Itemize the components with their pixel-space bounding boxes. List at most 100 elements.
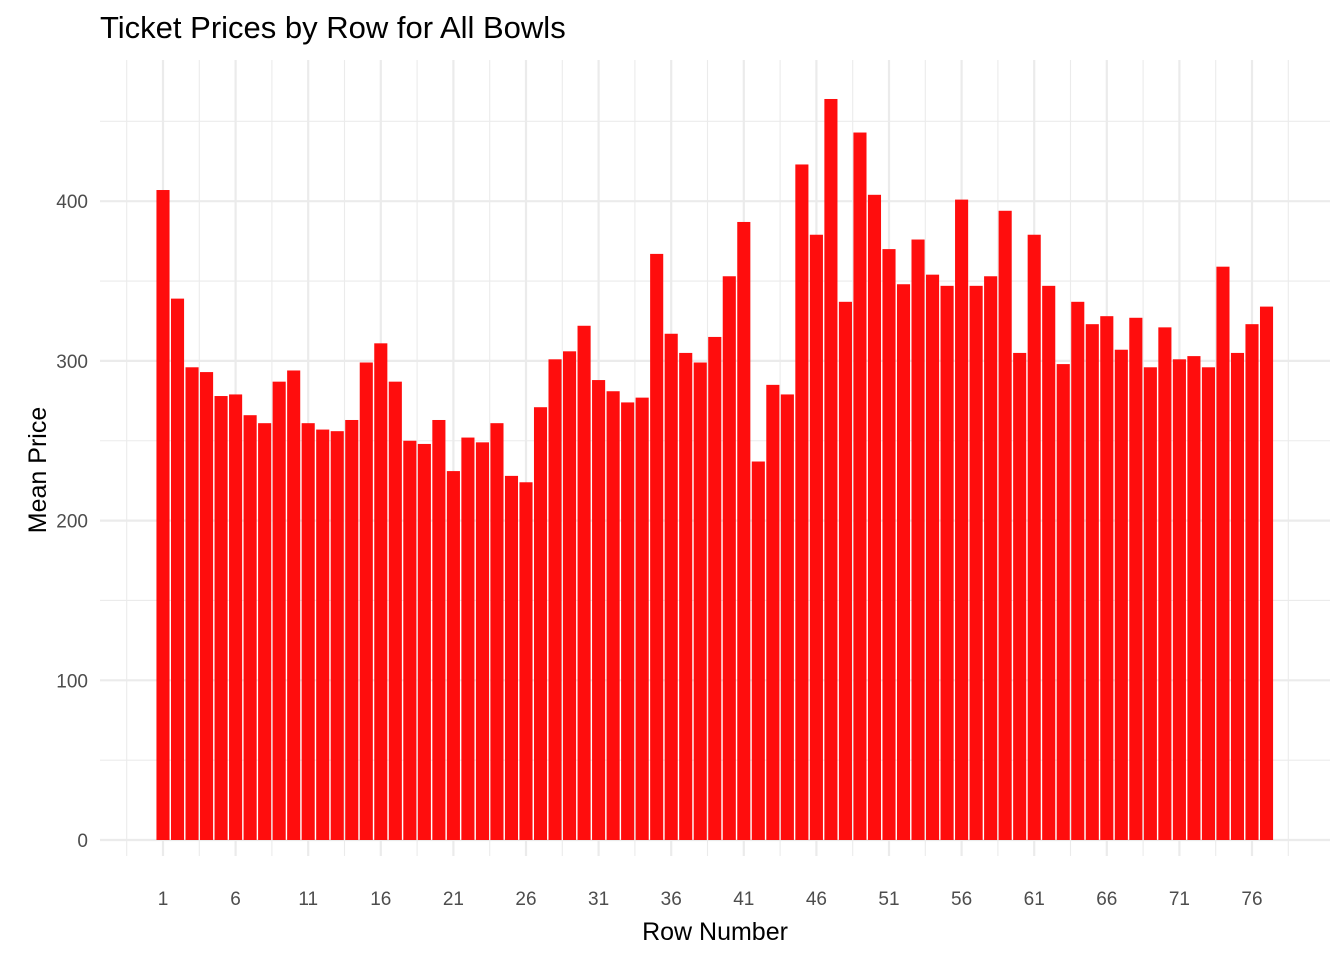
bar-row-38 [693,362,707,840]
bar-row-46 [809,234,823,841]
bar-row-33 [621,402,635,840]
bar-row-50 [867,194,882,840]
bar-row-77 [1259,306,1274,841]
bar-row-56 [955,199,969,841]
bar-row-7 [243,415,257,840]
bar-row-26 [519,482,533,840]
bar-row-20 [432,419,446,840]
bar-row-71 [1172,359,1186,840]
bar-row-64 [1071,301,1085,840]
bar-row-45 [795,164,809,841]
bar-row-44 [780,394,794,840]
bar-row-32 [606,391,620,840]
bar-row-37 [679,352,693,840]
bar-row-12 [316,429,330,840]
bar-row-65 [1085,324,1099,840]
chart-title: Ticket Prices by Row for All Bowls [100,10,566,45]
bar-row-55 [940,285,954,841]
bar-row-22 [461,437,475,840]
bar-row-15 [359,362,373,840]
bar-row-39 [708,336,722,840]
x-axis-ticks: 1 6 11 16 21 26 31 36 41 46 51 56 61 66 71 76 [158,889,1263,910]
bar-row-35 [650,253,664,840]
bar-row-40 [722,276,736,840]
x-axis-title: Row Number [642,918,788,946]
x-tick-label: 16 [370,889,391,910]
bar-row-8 [258,423,272,840]
x-tick-label: 21 [443,889,464,910]
y-axis-title: Mean Price [24,407,52,533]
x-tick-label: 56 [951,889,972,910]
x-tick-label: 11 [298,889,318,910]
y-tick-label: 100 [56,671,88,692]
bar-row-6 [229,394,243,840]
bar-row-76 [1245,324,1259,840]
bar-row-48 [838,301,852,840]
bar-row-53 [911,239,925,840]
bar-row-29 [563,351,577,840]
x-tick-label: 36 [661,889,682,910]
bar-row-75 [1230,352,1245,840]
bar-row-4 [200,372,214,840]
x-tick-label: 26 [515,889,536,910]
bar-row-27 [533,407,548,840]
y-tick-label: 200 [56,512,88,533]
bar-row-13 [330,431,344,840]
bar-row-34 [635,397,649,840]
bar-row-63 [1056,364,1070,840]
bar-row-24 [490,423,504,840]
bar-row-61 [1027,234,1041,841]
x-tick-label: 76 [1241,889,1262,910]
bar-row-74 [1216,266,1230,840]
bar-row-73 [1201,367,1215,840]
bar-row-10 [287,370,301,840]
x-tick-label: 46 [806,889,827,910]
bar-row-17 [388,381,402,840]
bar-row-30 [577,325,591,840]
bar-row-51 [882,249,896,841]
grid-lines [100,60,1330,856]
bar-row-5 [214,396,228,840]
bar-row-68 [1129,317,1143,840]
bar-row-1 [156,190,170,840]
bar-row-23 [475,442,489,840]
x-tick-label: 66 [1096,889,1117,910]
bar-row-60 [1013,352,1027,840]
y-tick-label: 400 [56,192,88,213]
bar-row-66 [1100,316,1114,840]
x-tick-label: 31 [588,889,609,910]
bar-row-70 [1158,327,1172,840]
x-tick-label: 51 [878,889,899,910]
bar-row-36 [664,333,678,840]
bar-row-59 [998,210,1012,840]
bar-row-25 [504,475,519,840]
bar-row-62 [1042,285,1056,841]
bar-row-69 [1143,367,1157,840]
bar-row-41 [737,221,751,840]
bar-row-9 [272,381,286,840]
bar-row-72 [1187,356,1201,840]
x-tick-label: 6 [230,889,241,910]
x-tick-label: 61 [1024,889,1045,910]
bar-row-42 [751,461,765,840]
bar-row-57 [969,285,983,841]
x-tick-label: 41 [733,889,754,910]
y-axis-ticks: 0 100 200 300 400 [56,192,88,852]
bar-row-54 [926,274,940,840]
bar-row-2 [170,298,185,840]
bar-row-52 [896,284,911,840]
bar-row-21 [446,471,460,840]
y-tick-label: 300 [56,352,88,373]
x-tick-label: 71 [1169,889,1190,910]
bar-row-18 [403,440,417,840]
y-tick-label: 0 [77,831,88,852]
bar-row-3 [185,367,199,840]
bar-row-19 [417,443,431,840]
bar-row-43 [766,384,780,840]
bar-row-11 [301,423,315,840]
bar-row-28 [548,359,562,840]
bars [156,98,1274,841]
bar-row-49 [853,132,867,840]
bar-row-14 [345,419,359,840]
